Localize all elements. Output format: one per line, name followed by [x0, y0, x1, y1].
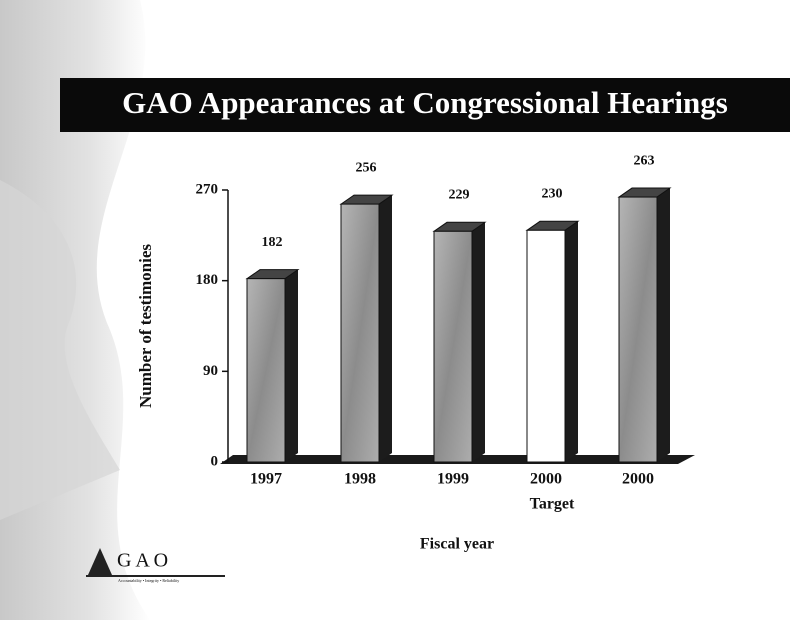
value-label: 230 — [542, 187, 563, 202]
y-tick-label: 270 — [196, 181, 219, 197]
x-tick-note: Target — [530, 496, 575, 513]
bar — [618, 196, 658, 463]
bar-side — [472, 222, 485, 462]
x-axis-label: Fiscal year — [420, 536, 494, 553]
y-tick-label: 90 — [203, 363, 218, 379]
bar — [526, 229, 566, 463]
bar-side — [285, 269, 298, 462]
flag-stripe — [0, 180, 120, 520]
bar-side — [565, 221, 578, 462]
chart-title: GAO Appearances at Congressional Hearing… — [122, 85, 728, 120]
bar — [246, 278, 286, 463]
logo-icon — [88, 548, 112, 575]
logo-text: G A O — [117, 550, 168, 572]
x-tick-label: 1999 — [437, 471, 469, 488]
y-tick-label: 180 — [196, 272, 219, 288]
value-label: 263 — [634, 153, 655, 168]
title-bar — [60, 78, 790, 132]
x-tick-label: 2000 — [622, 471, 654, 488]
value-label: 182 — [262, 235, 283, 250]
bar — [433, 230, 473, 463]
bar-side — [657, 188, 670, 462]
bar — [340, 203, 380, 463]
logo-tagline: Accountability • Integrity • Reliability — [118, 578, 179, 583]
value-label: 256 — [356, 160, 377, 175]
x-tick-label: 2000 — [530, 471, 562, 488]
logo: G A O Accountability • Integrity • Relia… — [86, 548, 225, 583]
x-tick-label: 1998 — [344, 471, 376, 488]
bar-side — [379, 195, 392, 462]
value-label: 229 — [449, 188, 470, 203]
x-tick-label: 1997 — [250, 471, 282, 488]
y-axis-label: Number of testimonies — [136, 244, 155, 408]
y-tick-label: 0 — [211, 453, 219, 469]
